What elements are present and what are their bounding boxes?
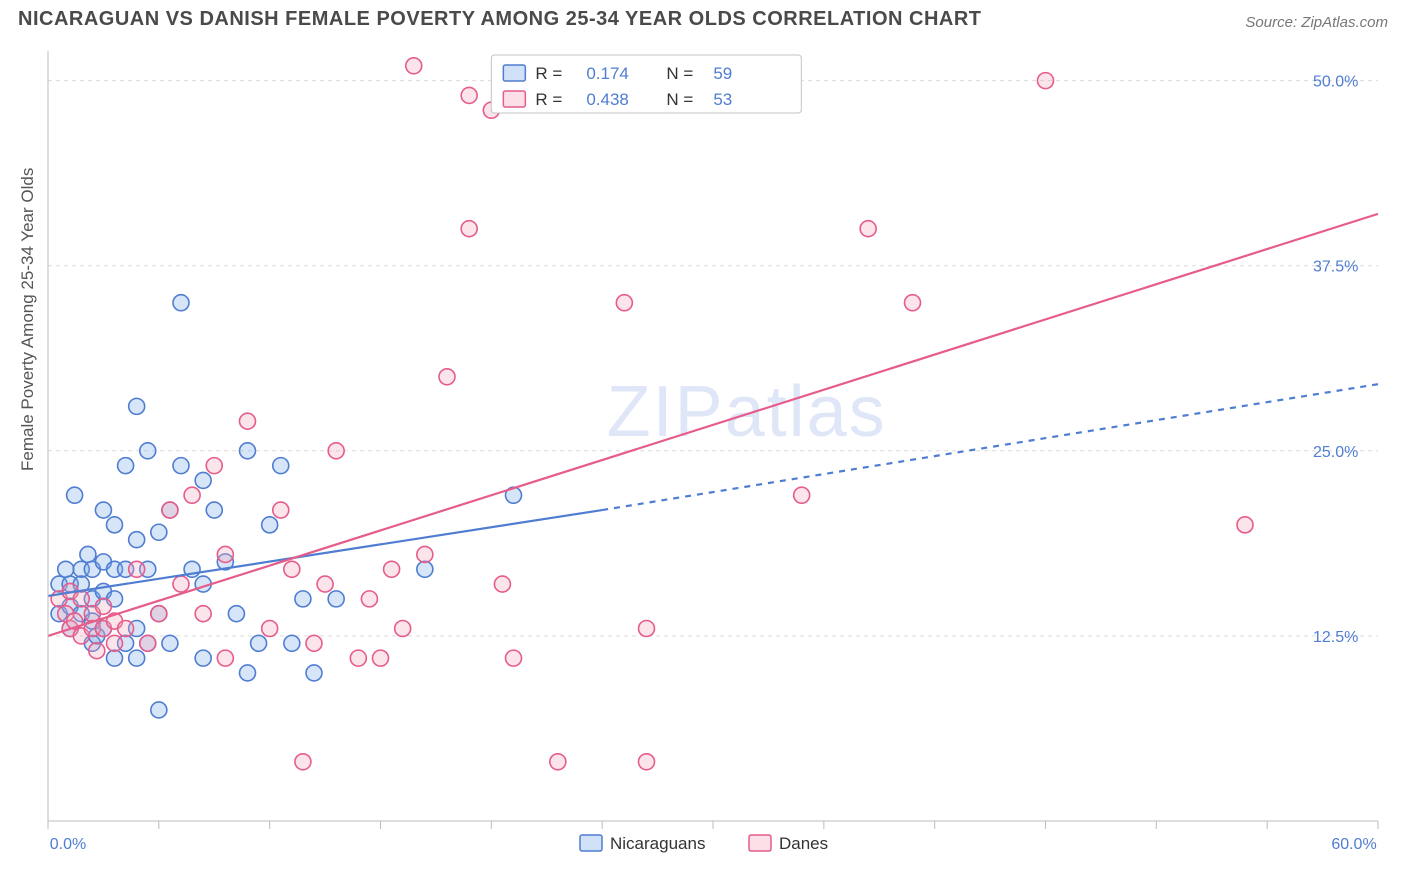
svg-text:0.174: 0.174 [586, 64, 629, 83]
source-name: ZipAtlas.com [1301, 14, 1388, 31]
y-axis-label: Female Poverty Among 25-34 Year Olds [18, 168, 38, 471]
svg-text:53: 53 [713, 90, 732, 109]
svg-text:0.438: 0.438 [586, 90, 629, 109]
svg-text:12.5%: 12.5% [1313, 629, 1358, 646]
chart-source: Source: ZipAtlas.com [1245, 14, 1388, 31]
svg-text:Danes: Danes [779, 834, 828, 853]
chart-title: NICARAGUAN VS DANISH FEMALE POVERTY AMON… [18, 8, 982, 31]
svg-text:37.5%: 37.5% [1313, 259, 1358, 276]
svg-text:R =: R = [535, 64, 562, 83]
source-prefix: Source: [1245, 14, 1301, 31]
svg-text:0.0%: 0.0% [50, 836, 86, 853]
svg-text:N =: N = [666, 64, 693, 83]
svg-text:59: 59 [713, 64, 732, 83]
scatter-chart: 12.5%25.0%37.5%50.0%ZIPatlas0.0%60.0%R =… [28, 41, 1406, 891]
svg-text:N =: N = [666, 90, 693, 109]
plot-area: Female Poverty Among 25-34 Year Olds 12.… [28, 41, 1406, 891]
svg-text:60.0%: 60.0% [1331, 836, 1376, 853]
svg-text:25.0%: 25.0% [1313, 444, 1358, 461]
svg-text:Nicaraguans: Nicaraguans [610, 834, 705, 853]
svg-text:R =: R = [535, 90, 562, 109]
svg-text:50.0%: 50.0% [1313, 74, 1358, 91]
